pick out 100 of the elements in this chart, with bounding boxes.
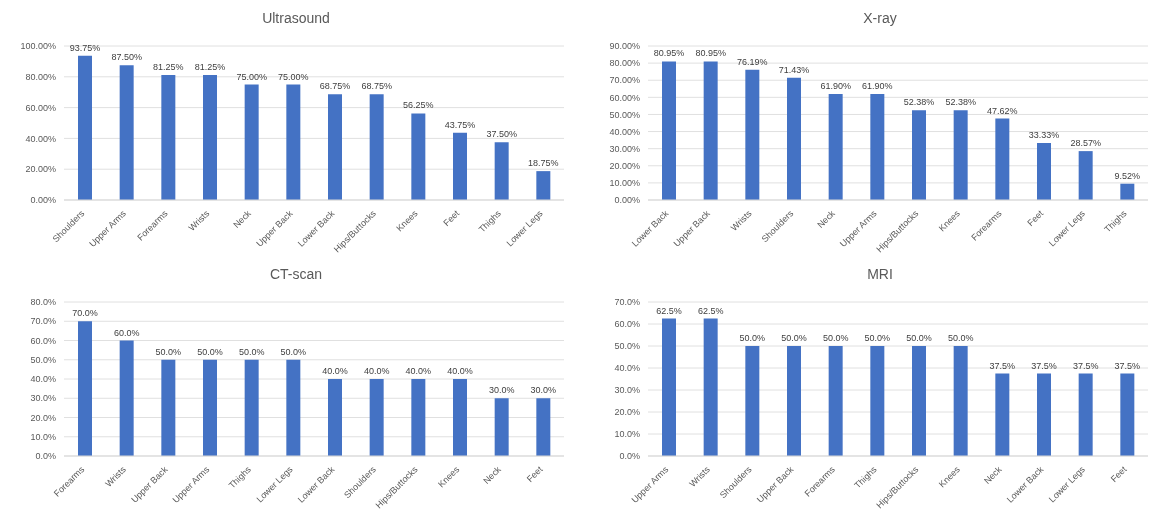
y-tick-label: 0.00%	[30, 195, 56, 206]
data-label: 50.0%	[781, 333, 807, 343]
data-label: 61.90%	[820, 81, 851, 92]
bar	[536, 171, 551, 200]
data-label: 52.38%	[903, 97, 935, 108]
bar	[161, 74, 176, 200]
y-tick-label: 30.0%	[614, 385, 640, 396]
data-label: 75.00%	[278, 71, 309, 82]
bar	[828, 346, 843, 456]
y-tick-label: 10.00%	[609, 178, 640, 189]
data-label: 52.38%	[945, 97, 976, 108]
y-tick-label: 10.0%	[614, 429, 640, 440]
bar	[1078, 373, 1093, 456]
y-tick-label: 60.00%	[25, 102, 56, 113]
bar	[703, 61, 718, 200]
data-label: 18.75%	[528, 158, 559, 169]
bar	[953, 346, 968, 456]
bar	[912, 110, 926, 200]
y-tick-label: 60.0%	[30, 335, 56, 346]
data-label: 68.75%	[361, 81, 392, 92]
y-tick-label: 80.00%	[25, 71, 56, 82]
chart-title: Ultrasound	[261, 9, 331, 28]
data-label: 28.57%	[1070, 138, 1101, 149]
bar	[1120, 183, 1135, 200]
data-label: 40.0%	[322, 366, 348, 376]
data-label: 43.75%	[444, 119, 476, 130]
chart-title: MRI	[866, 265, 894, 284]
data-label: 40.0%	[447, 366, 473, 376]
y-tick-label: 30.0%	[30, 393, 56, 404]
y-tick-label: 60.0%	[614, 319, 640, 330]
bar	[453, 132, 467, 200]
y-tick-label: 70.0%	[30, 316, 56, 327]
data-label: 30.0%	[530, 385, 557, 396]
data-label: 37.5%	[989, 360, 1016, 371]
bar	[244, 84, 259, 200]
bar	[328, 94, 342, 200]
y-tick-label: 70.0%	[614, 297, 640, 308]
y-tick-label: 50.00%	[609, 109, 640, 120]
data-label: 87.50%	[111, 52, 142, 63]
chart-title: CT-scan	[268, 265, 324, 284]
y-tick-label: 40.00%	[25, 133, 56, 144]
y-tick-label: 20.0%	[614, 407, 640, 418]
bar	[203, 74, 217, 200]
x-tick-label: Feet	[441, 207, 462, 229]
data-label: 93.75%	[69, 42, 101, 53]
y-tick-label: 50.0%	[614, 341, 640, 352]
bar	[870, 346, 885, 456]
data-label: 50.0%	[739, 333, 766, 343]
data-label: 47.62%	[987, 105, 1018, 116]
data-label: 50.0%	[864, 333, 891, 343]
x-tick-label: Feet	[1025, 207, 1046, 229]
data-label: 30.0%	[488, 385, 515, 396]
bar	[244, 359, 259, 456]
bar	[703, 318, 718, 456]
y-tick-label: 40.0%	[30, 374, 56, 385]
bar	[78, 321, 92, 456]
y-tick-label: 40.00%	[609, 126, 640, 137]
bar	[494, 142, 509, 200]
bar	[870, 94, 885, 200]
data-label: 50.0%	[155, 346, 182, 357]
bar	[745, 346, 760, 456]
bar	[912, 346, 926, 456]
data-label: 9.52%	[1114, 170, 1141, 181]
bar	[203, 359, 217, 456]
data-label: 37.50%	[486, 129, 517, 140]
data-label: 50.0%	[822, 333, 849, 343]
data-label: 50.0%	[238, 346, 265, 357]
bar	[161, 359, 176, 456]
data-label: 80.95%	[695, 48, 726, 59]
y-tick-label: 100.00%	[20, 41, 56, 52]
y-tick-label: 50.0%	[30, 354, 56, 365]
bar	[286, 84, 301, 200]
y-tick-label: 60.00%	[609, 92, 640, 103]
bar	[745, 69, 760, 200]
bar	[286, 359, 301, 456]
bar	[119, 340, 134, 456]
data-label: 56.25%	[403, 100, 434, 111]
bar	[536, 398, 551, 456]
bar	[1037, 373, 1051, 456]
data-label: 71.43%	[778, 64, 810, 75]
bar	[787, 346, 801, 456]
data-label: 81.25%	[153, 61, 184, 72]
data-label: 75.00%	[236, 71, 267, 82]
bar	[995, 373, 1010, 456]
bar	[662, 318, 676, 456]
y-tick-label: 20.00%	[609, 160, 640, 171]
y-tick-label: 0.0%	[619, 451, 640, 462]
bar	[78, 55, 92, 200]
y-tick-label: 0.00%	[614, 195, 640, 206]
bar	[453, 379, 467, 456]
y-tick-label: 70.00%	[609, 75, 640, 86]
bar	[369, 379, 384, 456]
bar	[828, 94, 843, 200]
bar	[662, 61, 676, 200]
data-label: 40.0%	[363, 366, 390, 376]
data-label: 81.25%	[194, 61, 226, 72]
y-tick-label: 30.00%	[609, 143, 640, 154]
data-label: 80.95%	[653, 48, 685, 59]
data-label: 50.0%	[947, 333, 974, 343]
data-label: 76.19%	[737, 56, 768, 67]
